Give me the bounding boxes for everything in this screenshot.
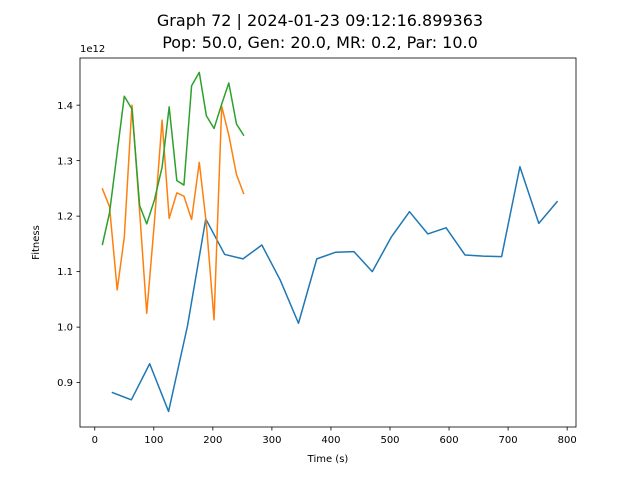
y-tick-label: 1.1	[57, 267, 73, 278]
series-line-1	[111, 166, 559, 413]
series-line-3	[101, 71, 245, 246]
x-tick-label: 800	[558, 435, 577, 446]
y-tick-label: 1.4	[57, 101, 73, 112]
axes-layer: 0 100 200 300 400 500 600 700 800 0.9 1.0 1.1 1.2 1.3…	[31, 44, 577, 465]
x-tick-label: 400	[321, 435, 340, 446]
y-tick-label: 1.3	[57, 156, 73, 167]
x-tick-label: 600	[440, 435, 459, 446]
x-tick-label: 500	[380, 435, 399, 446]
y-tick-label: 1.0	[57, 323, 73, 334]
plot-frame	[79, 57, 577, 428]
x-tick-label: 300	[262, 435, 281, 446]
y-tick-label: 1.2	[57, 212, 73, 223]
x-axis-label: Time (s)	[307, 454, 349, 465]
chart-title: Graph 72 | 2024-01-23 09:12:16.899363	[156, 11, 484, 30]
series-layer	[101, 71, 559, 413]
series-line-2	[101, 104, 245, 321]
series-group	[101, 71, 559, 413]
y-tick-label: 0.9	[57, 378, 73, 389]
x-tick-label: 700	[499, 435, 518, 446]
x-tick-label: 200	[203, 435, 222, 446]
chart-subtitle: Pop: 50.0, Gen: 20.0, MR: 0.2, Par: 10.0	[162, 33, 478, 52]
y-axis-label: Fitness	[31, 225, 42, 260]
y-offset-label: 1e12	[80, 44, 105, 55]
x-tick-label: 0	[92, 435, 98, 446]
x-tick-label: 100	[144, 435, 163, 446]
